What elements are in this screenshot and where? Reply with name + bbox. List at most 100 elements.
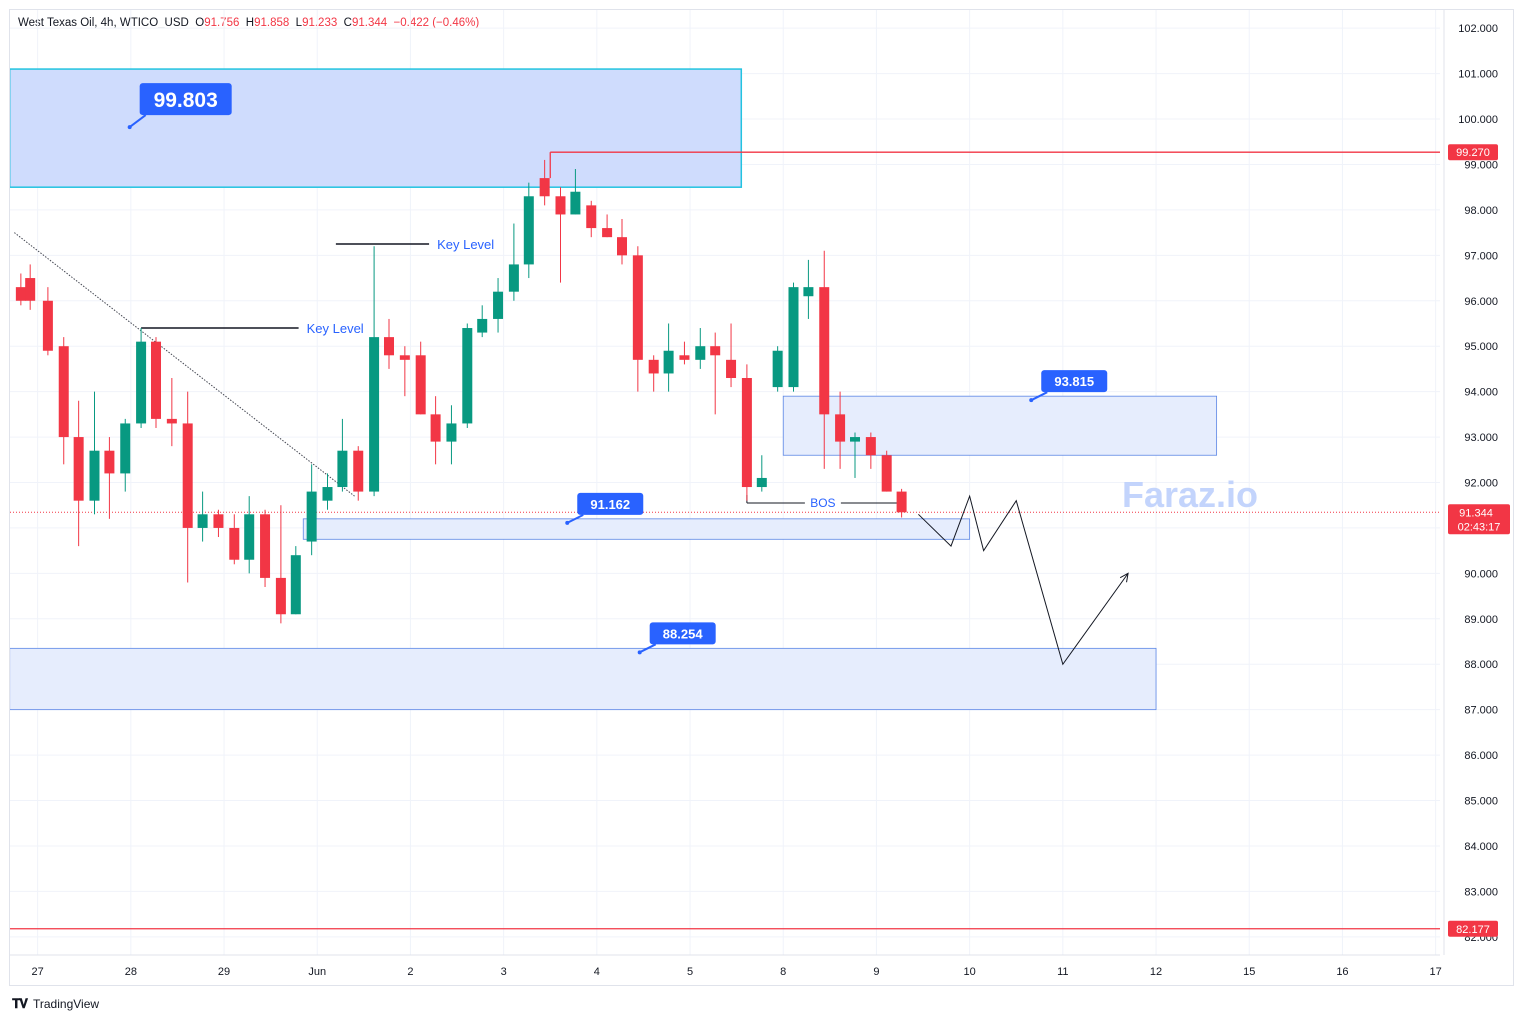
candle	[756, 455, 767, 492]
price-tag-label: 99.270	[1456, 147, 1490, 159]
y-tick-label: 84.000	[1464, 841, 1498, 853]
candle-body	[819, 287, 830, 415]
low-value: 91.233	[302, 17, 338, 29]
candle	[104, 437, 115, 519]
bar-countdown: 02:43:17	[1458, 521, 1501, 533]
price-callout: 93.815	[1029, 370, 1108, 403]
demand-supply-zone	[302, 518, 971, 540]
tradingview-label: TradingView	[33, 997, 100, 1011]
open-label: O	[195, 17, 205, 29]
callout-pointer	[129, 114, 147, 128]
candle	[58, 337, 69, 465]
y-tick-label: 94.000	[1464, 387, 1498, 399]
candle-body	[244, 514, 255, 560]
low-label: L	[295, 17, 303, 29]
candle	[632, 246, 643, 392]
candle	[819, 250, 830, 469]
candle-body	[73, 437, 84, 501]
candle-body	[369, 337, 380, 492]
candle	[151, 337, 162, 428]
close-value: 91.344	[351, 17, 388, 29]
candle	[726, 323, 737, 388]
candle	[446, 405, 457, 465]
callout-anchor-dot	[565, 520, 570, 525]
open-value: 91.756	[204, 17, 240, 29]
demand-supply-zone	[10, 647, 1157, 711]
candle-body	[136, 341, 147, 424]
x-tick-label: 28	[125, 966, 137, 978]
candle-body	[663, 350, 674, 374]
candle-body	[197, 514, 208, 528]
symbol-title[interactable]: West Texas Oil, 4h, WTICO_USD	[18, 17, 189, 29]
candle-body	[710, 346, 721, 356]
tradingview-branding[interactable]: 𝐓𝐕 TradingView	[12, 996, 99, 1012]
candle-body	[881, 455, 892, 492]
x-tick-label: 29	[218, 966, 230, 978]
candle	[25, 264, 36, 310]
candle	[42, 287, 53, 356]
candle-body	[290, 555, 301, 615]
candle	[539, 159, 550, 206]
candle	[337, 418, 348, 492]
candle	[523, 182, 534, 279]
candle-body	[275, 577, 286, 615]
candle	[477, 305, 488, 338]
x-tick-label: Jun	[308, 966, 326, 978]
candle-body	[508, 264, 519, 292]
high-value: 91.858	[254, 17, 290, 29]
price-callout: 91.162	[565, 492, 644, 525]
candle-body	[586, 205, 597, 229]
candle	[850, 432, 861, 478]
candle-body	[120, 423, 131, 474]
candle	[197, 491, 208, 542]
candle-body	[229, 527, 240, 560]
candle	[695, 328, 706, 369]
candle-body	[166, 418, 177, 424]
candle	[322, 473, 333, 510]
callout-box	[649, 622, 716, 645]
y-tick-label: 102.000	[1458, 23, 1498, 35]
candle	[602, 214, 613, 238]
key-level-label: Key Level	[307, 321, 364, 336]
y-tick-label: 95.000	[1464, 341, 1498, 353]
candle	[415, 341, 426, 415]
candle-body	[151, 341, 162, 419]
projection-path	[918, 494, 1129, 666]
candle-body	[695, 346, 706, 360]
key-level-label: Key Level	[437, 237, 494, 252]
price-tag-box	[1448, 144, 1498, 161]
candle-body	[835, 414, 846, 442]
x-tick-label: 11	[1057, 966, 1068, 978]
candle	[803, 259, 814, 319]
y-tick-label: 85.000	[1464, 796, 1498, 808]
candle-body	[803, 287, 814, 297]
candle	[788, 282, 799, 392]
candle	[213, 509, 224, 538]
chart-legend: West Texas Oil, 4h, WTICO_USD O91.756 H9…	[18, 17, 479, 29]
callout-label: 91.162	[590, 497, 630, 512]
candle	[15, 273, 26, 306]
candle	[399, 346, 410, 397]
y-tick-label: 93.000	[1464, 432, 1498, 444]
candle	[275, 505, 286, 624]
candle	[182, 391, 193, 583]
candle-body	[602, 228, 613, 238]
candle-body	[896, 491, 907, 513]
y-tick-label: 99.000	[1464, 159, 1498, 171]
candle	[586, 200, 597, 238]
current-price-tag	[1448, 504, 1510, 535]
candle	[260, 509, 271, 587]
price-callout: 99.803	[127, 83, 232, 130]
candle-body	[58, 346, 69, 438]
candle-body	[679, 355, 690, 360]
current-price-value: 91.344	[1459, 507, 1493, 519]
candle	[430, 396, 441, 465]
candle	[462, 323, 473, 428]
candle-body	[430, 414, 441, 442]
x-tick-label: 3	[501, 966, 507, 978]
high-label: H	[245, 17, 255, 29]
callout-label: 93.815	[1054, 374, 1094, 389]
close-label: C	[343, 17, 352, 29]
candle-body	[632, 255, 643, 360]
